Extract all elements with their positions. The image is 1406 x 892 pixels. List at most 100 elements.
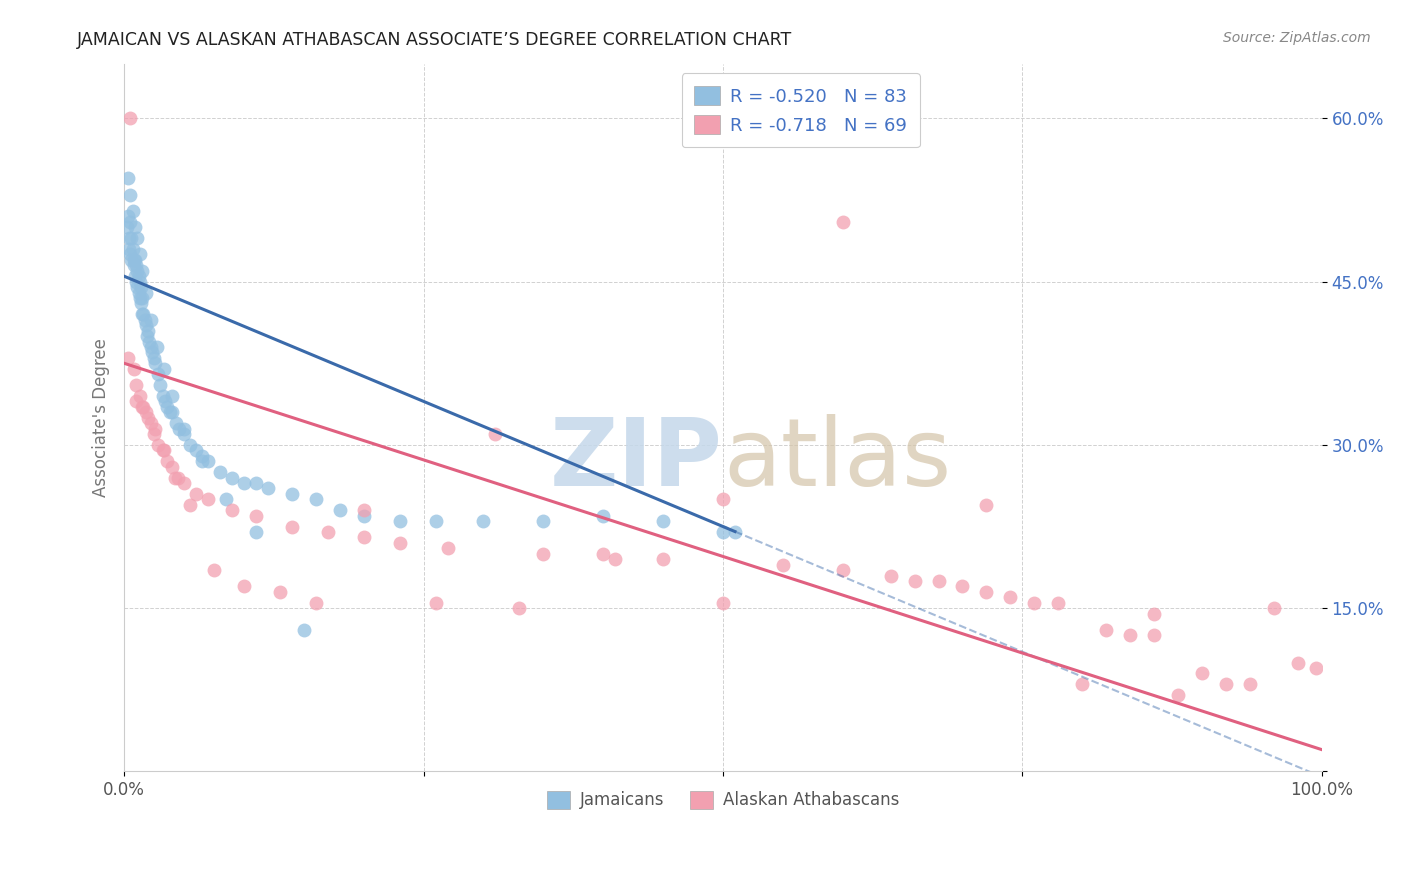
Point — [1286, 656, 1309, 670]
Point — [233, 475, 256, 490]
Point — [652, 552, 675, 566]
Point — [329, 503, 352, 517]
Point — [131, 307, 153, 321]
Point — [772, 558, 794, 572]
Point — [711, 596, 734, 610]
Point — [128, 389, 150, 403]
Point — [128, 247, 150, 261]
Point — [139, 313, 162, 327]
Point — [115, 220, 138, 235]
Point — [305, 596, 328, 610]
Point — [388, 536, 411, 550]
Point — [245, 524, 267, 539]
Point — [1191, 666, 1213, 681]
Point — [281, 487, 304, 501]
Point — [508, 601, 530, 615]
Point — [191, 454, 214, 468]
Point — [184, 443, 207, 458]
Point — [122, 252, 145, 267]
Point — [976, 584, 998, 599]
Point — [484, 427, 506, 442]
Point — [1263, 601, 1285, 615]
Point — [353, 508, 375, 523]
Point — [1000, 591, 1022, 605]
Point — [134, 313, 156, 327]
Point — [117, 210, 139, 224]
Point — [1143, 607, 1166, 621]
Point — [173, 475, 195, 490]
Point — [197, 492, 219, 507]
Point — [221, 470, 243, 484]
Point — [353, 503, 375, 517]
Point — [143, 427, 166, 442]
Point — [292, 623, 315, 637]
Point — [592, 547, 614, 561]
Point — [1305, 661, 1327, 675]
Point — [160, 389, 183, 403]
Point — [120, 231, 142, 245]
Point — [120, 112, 142, 126]
Point — [605, 552, 627, 566]
Point — [117, 351, 139, 365]
Point — [125, 378, 148, 392]
Point — [197, 454, 219, 468]
Point — [167, 470, 190, 484]
Point — [165, 416, 187, 430]
Point — [1239, 677, 1261, 691]
Point — [160, 405, 183, 419]
Point — [191, 449, 214, 463]
Point — [173, 427, 195, 442]
Point — [652, 514, 675, 528]
Text: atlas: atlas — [723, 414, 952, 506]
Legend: Jamaicans, Alaskan Athabascans: Jamaicans, Alaskan Athabascans — [540, 784, 905, 816]
Point — [152, 443, 174, 458]
Point — [903, 574, 925, 588]
Point — [531, 547, 554, 561]
Point — [131, 400, 153, 414]
Point — [388, 514, 411, 528]
Point — [135, 285, 157, 300]
Point — [1024, 596, 1046, 610]
Point — [353, 530, 375, 544]
Point — [121, 242, 143, 256]
Point — [120, 215, 142, 229]
Point — [132, 307, 155, 321]
Point — [152, 361, 174, 376]
Point — [149, 378, 172, 392]
Point — [146, 438, 169, 452]
Point — [132, 400, 155, 414]
Point — [233, 579, 256, 593]
Point — [125, 394, 148, 409]
Point — [1095, 623, 1118, 637]
Point — [281, 519, 304, 533]
Text: ZIP: ZIP — [550, 414, 723, 506]
Y-axis label: Associate's Degree: Associate's Degree — [93, 338, 110, 497]
Point — [143, 351, 166, 365]
Point — [245, 475, 267, 490]
Point — [136, 329, 159, 343]
Point — [139, 340, 162, 354]
Point — [711, 492, 734, 507]
Point — [152, 443, 174, 458]
Point — [138, 334, 160, 349]
Text: JAMAICAN VS ALASKAN ATHABASCAN ASSOCIATE’S DEGREE CORRELATION CHART: JAMAICAN VS ALASKAN ATHABASCAN ASSOCIATE… — [77, 31, 793, 49]
Point — [1143, 628, 1166, 642]
Point — [156, 454, 179, 468]
Point — [425, 514, 447, 528]
Point — [436, 541, 458, 556]
Point — [122, 361, 145, 376]
Point — [156, 400, 179, 414]
Point — [124, 269, 146, 284]
Point — [127, 264, 149, 278]
Point — [124, 252, 146, 267]
Point — [952, 579, 974, 593]
Point — [125, 275, 148, 289]
Point — [135, 405, 157, 419]
Point — [160, 459, 183, 474]
Point — [159, 405, 181, 419]
Point — [127, 280, 149, 294]
Point — [136, 410, 159, 425]
Point — [425, 596, 447, 610]
Point — [305, 492, 328, 507]
Point — [128, 269, 150, 284]
